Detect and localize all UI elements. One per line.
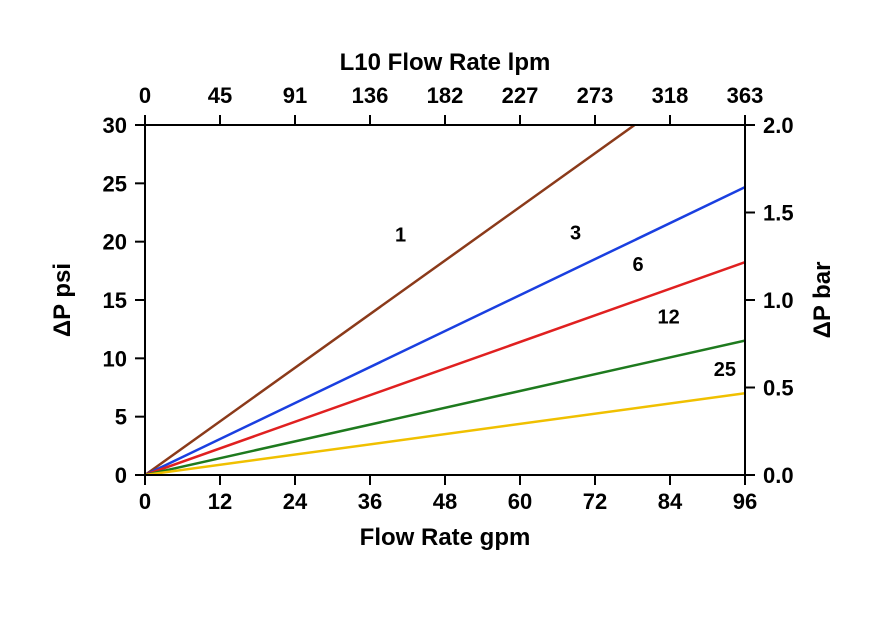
series-label-12: 12 (658, 306, 680, 328)
ytick-left-label: 0 (115, 463, 127, 488)
x-bottom-title: Flow Rate gpm (360, 524, 531, 551)
xtick-top-label: 318 (652, 83, 689, 108)
xtick-top-label: 273 (577, 83, 614, 108)
pressure-flow-chart: 0122436486072849604591136182227273318363… (0, 0, 882, 626)
xtick-bottom-label: 48 (433, 489, 457, 514)
xtick-top-label: 45 (208, 83, 232, 108)
ytick-right-label: 0.0 (763, 463, 794, 488)
x-top-title: L10 Flow Rate lpm (340, 49, 551, 76)
xtick-bottom-label: 72 (583, 489, 607, 514)
series-label-25: 25 (714, 359, 736, 381)
xtick-bottom-label: 36 (358, 489, 382, 514)
y-right-title: ΔP bar (809, 262, 836, 339)
y-left-title: ΔP psi (49, 263, 76, 337)
xtick-top-label: 227 (502, 83, 539, 108)
xtick-bottom-label: 0 (139, 489, 151, 514)
xtick-bottom-label: 60 (508, 489, 532, 514)
xtick-top-label: 91 (283, 83, 307, 108)
ytick-right-label: 1.0 (763, 288, 794, 313)
series-label-1: 1 (395, 225, 406, 247)
xtick-top-label: 182 (427, 83, 464, 108)
xtick-bottom-label: 24 (283, 489, 308, 514)
ytick-left-label: 25 (103, 171, 127, 196)
ytick-left-label: 10 (103, 346, 127, 371)
xtick-bottom-label: 96 (733, 489, 757, 514)
xtick-bottom-label: 84 (658, 489, 683, 514)
ytick-left-label: 5 (115, 405, 127, 430)
series-label-3: 3 (570, 222, 581, 244)
ytick-left-label: 20 (103, 230, 127, 255)
series-label-6: 6 (633, 254, 644, 276)
ytick-left-label: 30 (103, 113, 127, 138)
ytick-left-label: 15 (103, 288, 127, 313)
xtick-top-label: 363 (727, 83, 764, 108)
ytick-right-label: 0.5 (763, 376, 794, 401)
xtick-bottom-label: 12 (208, 489, 232, 514)
xtick-top-label: 0 (139, 83, 151, 108)
ytick-right-label: 2.0 (763, 113, 794, 138)
chart-container: 0122436486072849604591136182227273318363… (0, 0, 882, 626)
ytick-right-label: 1.5 (763, 201, 794, 226)
xtick-top-label: 136 (352, 83, 389, 108)
